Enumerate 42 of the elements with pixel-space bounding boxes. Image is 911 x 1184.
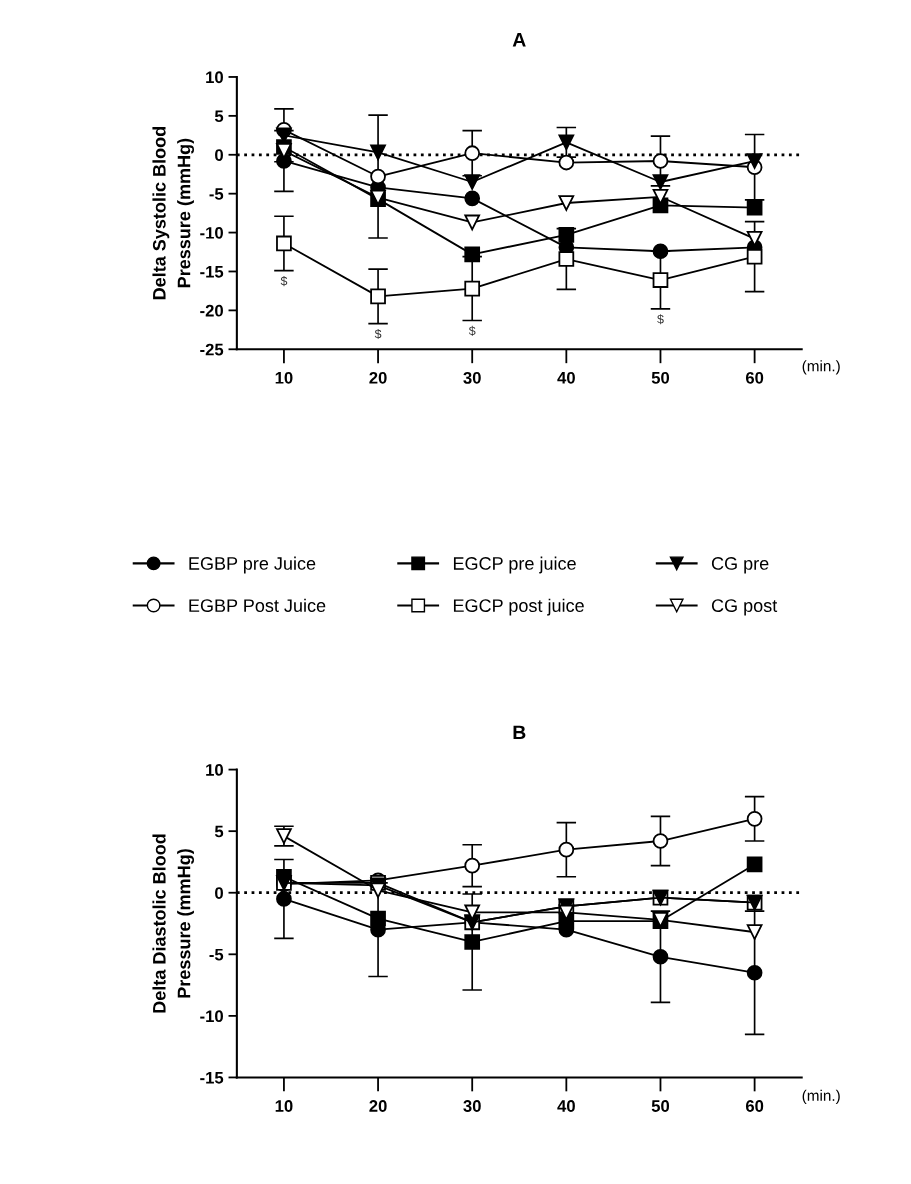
x-tick-label: 40 bbox=[557, 1100, 575, 1112]
x-tick-label: 60 bbox=[745, 371, 764, 384]
legend-label: CG pre bbox=[711, 557, 769, 574]
chart-title: B bbox=[513, 725, 526, 740]
x-tick-label: 20 bbox=[369, 1100, 387, 1112]
y-tick-label: 10 bbox=[206, 71, 223, 84]
x-tick-label: 50 bbox=[651, 1100, 670, 1112]
x-tick-label: 20 bbox=[369, 371, 387, 384]
x-axis-title: (min.) bbox=[802, 1089, 840, 1104]
y-tick-label: -15 bbox=[200, 266, 224, 278]
chart-title: A bbox=[512, 33, 526, 47]
y-tick-label: 5 bbox=[214, 825, 224, 838]
y-tick-label: -10 bbox=[200, 1010, 223, 1023]
annotation: $ bbox=[468, 325, 476, 336]
annotation: $ bbox=[280, 276, 288, 287]
legend-label: EGBP Post Juice bbox=[189, 598, 326, 612]
y-tick-label: -15 bbox=[200, 1072, 224, 1084]
x-tick-label: 30 bbox=[463, 1100, 481, 1112]
y-tick-label: 0 bbox=[215, 887, 223, 899]
annotation: $ bbox=[657, 314, 664, 325]
annotation: $ bbox=[374, 328, 382, 340]
x-axis-title: (min.) bbox=[802, 360, 840, 375]
y-tick-label: -5 bbox=[209, 948, 224, 961]
y-tick-label: -10 bbox=[200, 226, 223, 239]
y-tick-label: -20 bbox=[200, 304, 223, 317]
legend-label: CG post bbox=[711, 599, 778, 616]
x-tick-label: 10 bbox=[275, 1100, 293, 1112]
y-tick-label: -25 bbox=[200, 343, 224, 356]
legend-label: EGCP post juice bbox=[453, 598, 584, 616]
x-tick-label: 60 bbox=[745, 1100, 764, 1112]
y-tick-label: -5 bbox=[209, 188, 224, 200]
legend-label: EGCP pre juice bbox=[453, 556, 576, 574]
legend-label: EGBP pre Juice bbox=[189, 556, 316, 574]
y-tick-label: 0 bbox=[215, 149, 223, 161]
x-tick-label: 10 bbox=[275, 371, 293, 384]
y-axis-title: Delta Systolic Blood Pressure (mmHg) bbox=[152, 127, 195, 300]
y-tick-label: 5 bbox=[214, 110, 224, 123]
y-axis-title: Delta Diastolic Blood Pressure (mmHg) bbox=[152, 834, 195, 1013]
x-tick-label: 40 bbox=[557, 371, 575, 384]
x-tick-label: 50 bbox=[651, 371, 670, 384]
x-tick-label: 30 bbox=[463, 371, 481, 384]
y-tick-label: 10 bbox=[206, 764, 223, 776]
